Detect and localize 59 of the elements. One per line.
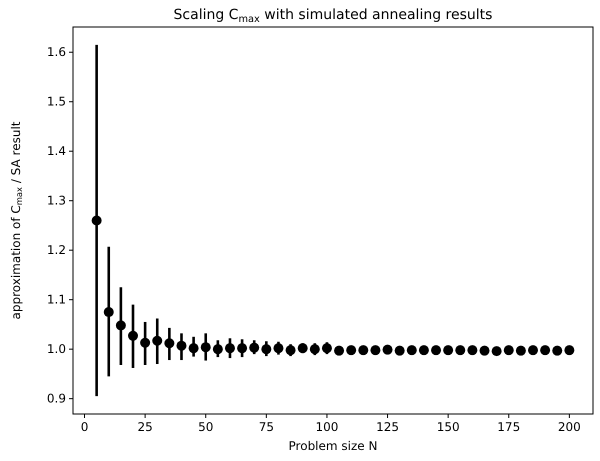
y-tick-label: 1.6 (46, 45, 66, 60)
y-tick-label: 1.4 (46, 144, 66, 158)
point (92, 216, 102, 226)
point (492, 346, 502, 356)
point (516, 346, 526, 356)
x-tick-label: 200 (558, 420, 581, 434)
point (249, 342, 260, 353)
point (188, 343, 199, 354)
point (443, 345, 454, 356)
chart-title: Scaling C$_{max}$ with simulated annealing results (174, 7, 492, 24)
point (237, 343, 248, 354)
y-tick-label: 1.2 (46, 243, 66, 258)
point (140, 338, 150, 348)
point (322, 343, 332, 354)
point (104, 307, 114, 318)
y-tick-label: 0.9 (46, 392, 66, 406)
y-tick-label: 1.5 (46, 94, 66, 109)
point (418, 345, 429, 356)
point (334, 346, 344, 356)
point (116, 320, 126, 330)
y-tick-label: 1.1 (46, 292, 66, 307)
point (273, 343, 284, 354)
point (310, 344, 320, 354)
x-tick-label: 25 (137, 420, 153, 434)
point (200, 342, 211, 352)
point (480, 346, 490, 356)
point (346, 345, 356, 356)
x-axis-title: Problem size N (288, 439, 378, 453)
x-tick-label: 100 (315, 420, 338, 434)
point (128, 330, 138, 341)
point (382, 344, 393, 355)
x-tick-label: 125 (376, 420, 399, 434)
point (370, 345, 380, 356)
point (504, 345, 514, 356)
point (286, 345, 296, 356)
point (164, 338, 174, 348)
x-tick-label: 75 (258, 420, 274, 434)
point (298, 343, 308, 354)
x-tick-label: 175 (497, 420, 520, 434)
point (212, 344, 223, 354)
point (176, 340, 186, 351)
x-tick-label: 150 (436, 420, 460, 434)
y-tick-label: 1.3 (46, 194, 66, 208)
point (431, 345, 442, 356)
point (455, 345, 466, 356)
y-tick-label: 1.0 (46, 342, 66, 356)
point (528, 345, 538, 356)
point (467, 345, 478, 356)
point (564, 345, 574, 356)
x-tick-label: 0 (80, 420, 88, 434)
point (261, 344, 272, 354)
point (406, 345, 417, 356)
point (394, 346, 405, 356)
point (358, 345, 368, 356)
point (552, 346, 562, 356)
point (540, 345, 550, 356)
point (224, 343, 235, 354)
x-tick-label: 50 (198, 420, 214, 434)
point (152, 336, 162, 346)
